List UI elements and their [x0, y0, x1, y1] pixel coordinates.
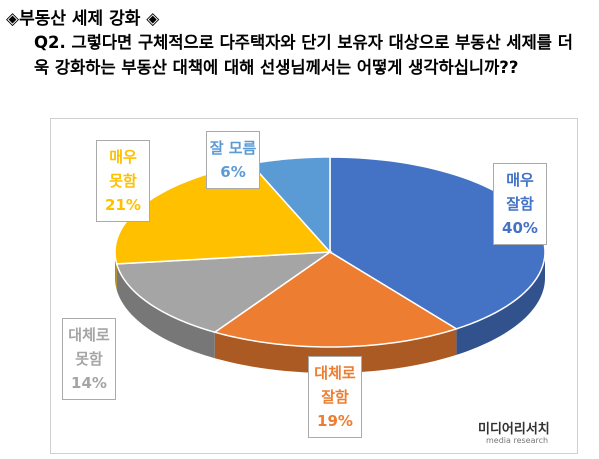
- slice: [213, 251, 459, 348]
- slice: [249, 156, 331, 254]
- logo: 미디어리서치: [478, 422, 550, 437]
- value-label: 21%: [105, 196, 141, 214]
- data-label: 매우 못함 21%: [96, 140, 150, 222]
- category-label: 매우 잘함: [506, 171, 534, 213]
- value-label: 19%: [317, 412, 353, 430]
- value-label: 40%: [502, 219, 538, 237]
- value-label: 6%: [220, 163, 246, 181]
- category-label: 대체로 못함: [68, 326, 110, 368]
- data-label: 대체로 잘함 19%: [308, 356, 362, 438]
- slice: [115, 251, 333, 334]
- slice-side: [214, 328, 457, 373]
- question: Q2. 그렇다면 구체적으로 다주택자와 단기 보유자 대상으로 부동산 세제를…: [34, 33, 573, 77]
- category-label: 매우 못함: [109, 148, 137, 190]
- data-label: 잘 모름 6%: [206, 131, 260, 189]
- logo-sub: media research: [486, 436, 549, 445]
- category-label: 잘 모름: [209, 139, 257, 157]
- data-label: 매우 잘함 40%: [493, 163, 547, 245]
- slice-side: [456, 252, 545, 355]
- title: ◈부동산 세제 강화 ◈: [6, 9, 160, 29]
- category-label: 대체로 잘함: [314, 364, 356, 406]
- slice-side: [116, 263, 215, 359]
- value-label: 14%: [71, 374, 107, 392]
- chart-frame: [50, 118, 578, 454]
- data-label: 대체로 못함 14%: [62, 318, 116, 400]
